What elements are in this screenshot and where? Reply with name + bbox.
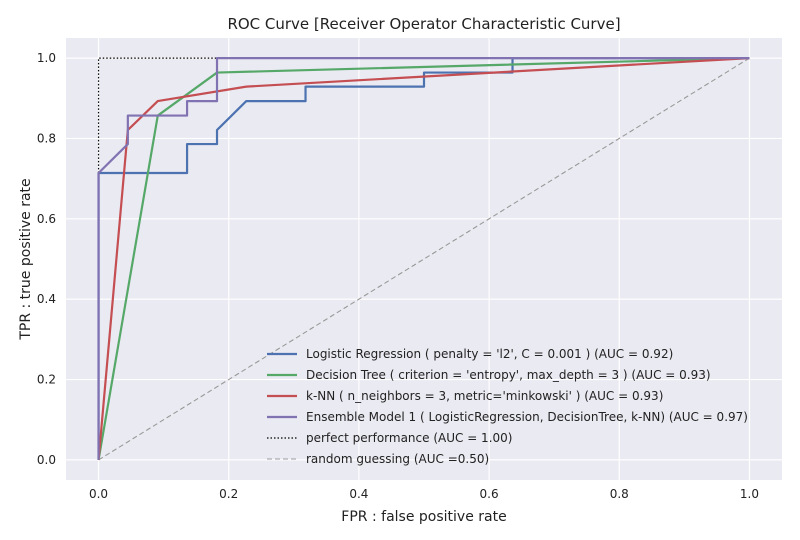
legend-entry-3: Ensemble Model 1 ( LogisticRegression, D… — [306, 410, 748, 424]
plot-area — [66, 38, 782, 480]
series-line-1 — [97, 56, 750, 461]
x-axis-label: FPR : false positive rate — [341, 509, 506, 525]
series-line-2 — [97, 56, 750, 461]
legend-entry-1: Decision Tree ( criterion = 'entropy', m… — [306, 368, 711, 382]
tick-labels: 0.0 0.2 0.4 0.6 0.8 1.0 0.0 0.2 0.4 0.6 0.8 1.0 — [37, 51, 759, 501]
y-axis-label: TPR : true positive rate — [18, 178, 34, 340]
legend-entry-5: random guessing (AUC =0.50) — [306, 452, 489, 466]
y-tick-label: 0.0 — [37, 453, 56, 467]
legend-entry-4: perfect performance (AUC = 1.00) — [306, 431, 512, 445]
y-tick-label: 0.4 — [37, 292, 56, 306]
series-layer — [97, 56, 750, 461]
x-tick-label: 0.2 — [219, 487, 238, 501]
y-tick-label: 0.8 — [37, 131, 56, 145]
x-tick-label: 0.8 — [610, 487, 629, 501]
x-tick-label: 0.0 — [89, 487, 108, 501]
legend-entry-0: Logistic Regression ( penalty = 'l2', C … — [306, 347, 673, 361]
x-tick-label: 1.0 — [740, 487, 759, 501]
y-tick-label: 0.6 — [37, 212, 56, 226]
legend-entry-2: k-NN ( n_neighbors = 3, metric='minkowsk… — [306, 389, 663, 403]
y-tick-label: 0.2 — [37, 373, 56, 387]
series-line-3 — [97, 56, 750, 460]
x-tick-label: 0.6 — [480, 487, 499, 501]
y-tick-label: 1.0 — [37, 51, 56, 65]
legend: Logistic Regression ( penalty = 'l2', C … — [267, 347, 748, 466]
x-tick-label: 0.4 — [349, 487, 368, 501]
chart-title: ROC Curve [Receiver Operator Characteris… — [227, 15, 620, 33]
